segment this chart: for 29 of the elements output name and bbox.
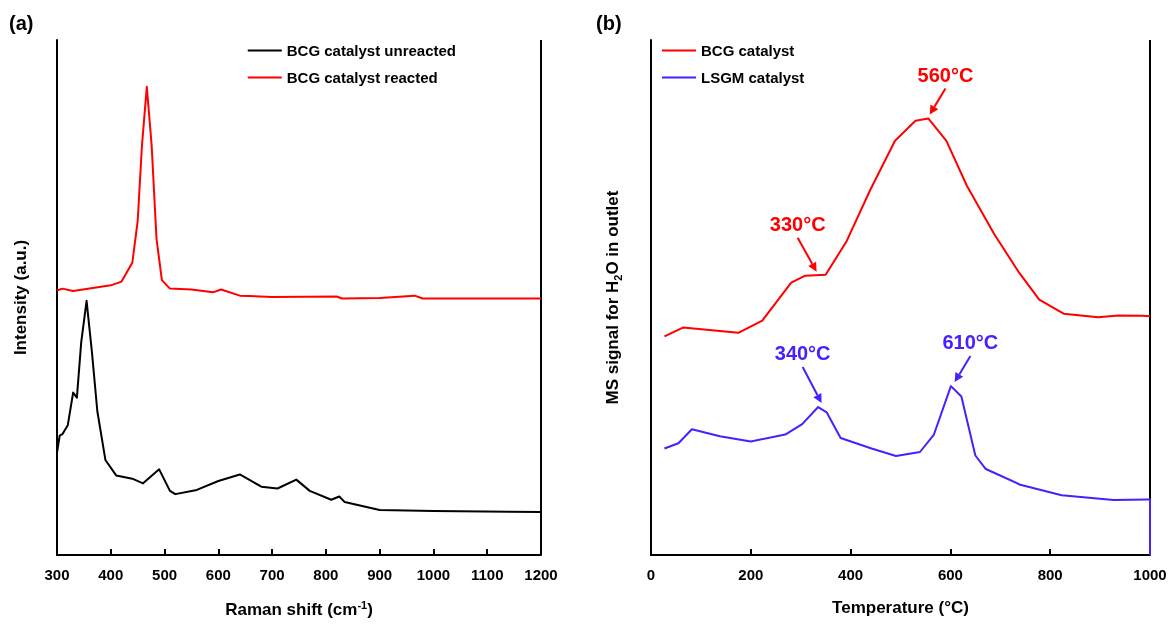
chart-title: (b) (596, 12, 622, 34)
x-tick-label: 800 (1037, 566, 1063, 583)
x-tick-label: 900 (367, 566, 393, 583)
x-tick-label: 200 (738, 566, 764, 583)
annotation: 610°C (942, 331, 999, 354)
x-tick-label: 1200 (524, 566, 558, 583)
legend-label: LSGM catalyst (701, 69, 805, 86)
chart-title: (a) (9, 12, 34, 34)
x-tick-label: 500 (152, 566, 178, 583)
x-tick-label: 1000 (1133, 566, 1167, 583)
legend-label: BCG catalyst reacted (286, 69, 438, 86)
x-tick-label: 0 (646, 566, 656, 583)
y-axis-title: MS signal for H2O in outlet (603, 190, 624, 405)
annotation: 330°C (769, 212, 826, 235)
x-tick-label: 400 (98, 566, 124, 583)
y-axis-title: Intensity (a.u.) (11, 239, 30, 356)
x-tick-label: 600 (937, 566, 963, 583)
x-tick-label: 600 (205, 566, 231, 583)
x-tick-label: 400 (838, 566, 864, 583)
x-tick-label: 300 (44, 566, 70, 583)
x-axis-title: Temperature (°C) (832, 598, 969, 617)
legend-label: BCG catalyst (701, 42, 795, 59)
annotation: 560°C (917, 63, 974, 86)
x-tick-label: 1100 (470, 566, 504, 583)
x-tick-label: 700 (259, 566, 285, 583)
x-tick-label: 800 (313, 566, 339, 583)
x-tick-label: 1000 (416, 566, 451, 583)
annotation: 340°C (774, 342, 831, 365)
legend-label: BCG catalyst unreacted (286, 42, 457, 59)
